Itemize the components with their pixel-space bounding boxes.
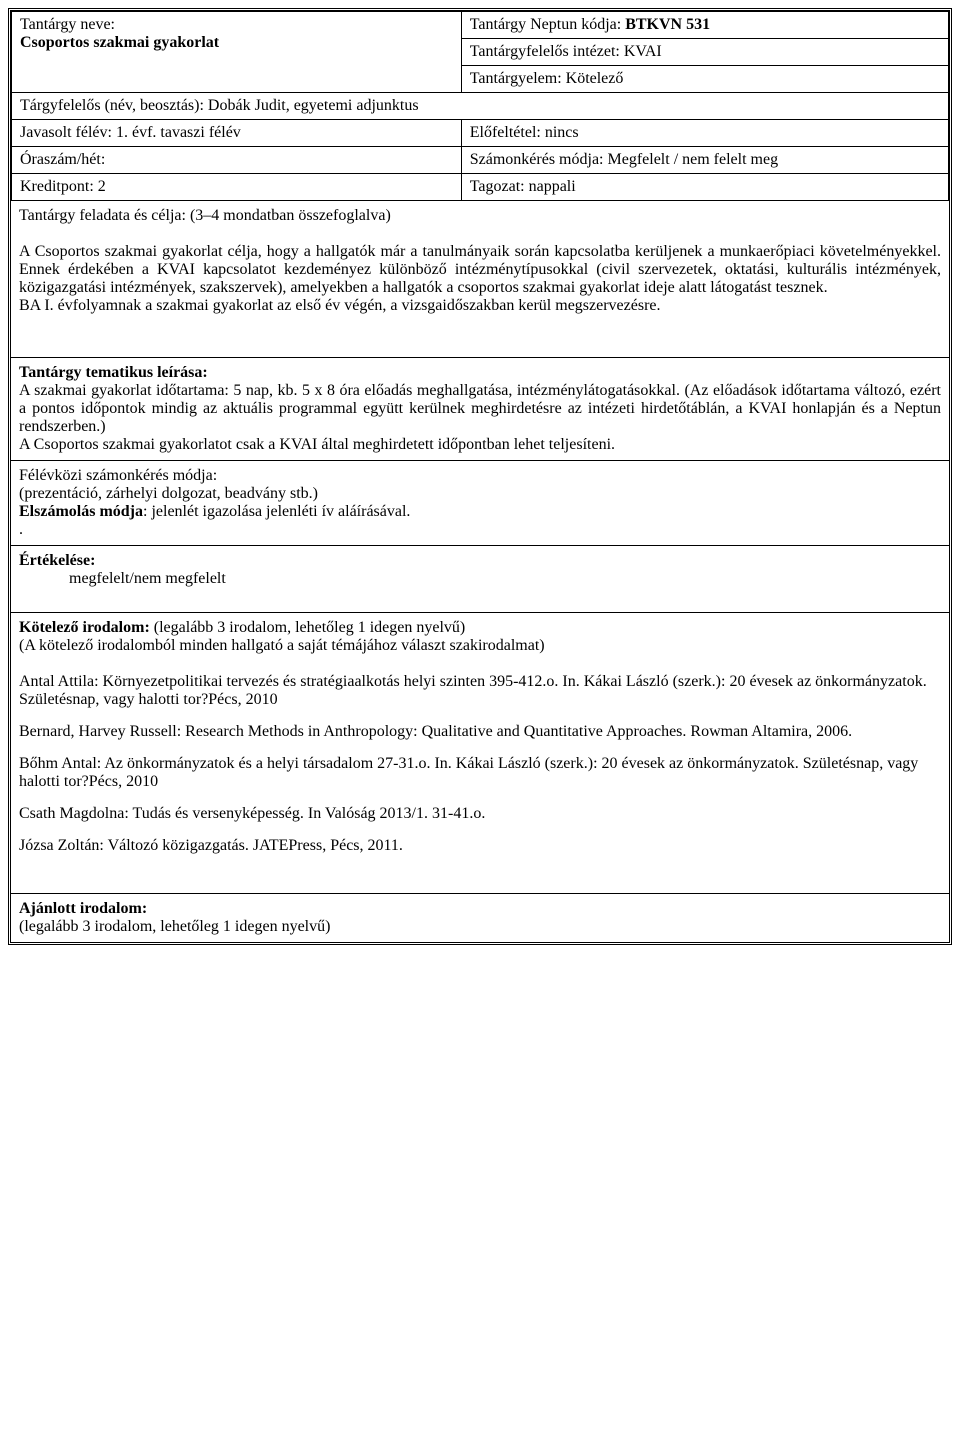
course-name-label: Tantárgy neve: — [20, 16, 115, 33]
division-cell: Tagozat: nappali — [461, 174, 948, 201]
goal-title: Tantárgy feladata és célja: (3–4 mondatb… — [19, 207, 941, 225]
eval-value: megfelelt/nem megfelelt — [19, 570, 941, 588]
neptun-code-cell: Tantárgy Neptun kódja: BTKVN 531 — [461, 12, 948, 39]
midterm-l3a: Elszámolás módja — [19, 503, 143, 520]
mandatory-sub: (A kötelező irodalomból minden hallgató … — [19, 637, 941, 655]
goal-p1: A Csoportos szakmai gyakorlat célja, hog… — [19, 243, 941, 297]
mandatory-i4: Csath Magdolna: Tudás és versenyképesség… — [19, 805, 941, 823]
midterm-l2: (prezentáció, zárhelyi dolgozat, beadván… — [19, 485, 941, 503]
responsible-cell: Tárgyfelelős (név, beosztás): Dobák Judi… — [12, 93, 949, 120]
neptun-code: BTKVN 531 — [625, 16, 710, 33]
semester-cell: Javasolt félév: 1. évf. tavaszi félév — [12, 120, 462, 147]
thematic-p2: A Csoportos szakmai gyakorlatot csak a K… — [19, 436, 941, 454]
mandatory-i5: Józsa Zoltán: Változó közigazgatás. JATE… — [19, 837, 941, 855]
recommended-sub: (legalább 3 irodalom, lehetőleg 1 idegen… — [19, 918, 941, 936]
element-cell: Tantárgyelem: Kötelező — [461, 66, 948, 93]
hours-cell: Óraszám/hét: — [12, 147, 462, 174]
exam-mode-cell: Számonkérés módja: Megfelelt / nem felel… — [461, 147, 948, 174]
course-sheet: Tantárgy neve: Csoportos szakmai gyakorl… — [8, 8, 952, 945]
neptun-label: Tantárgy Neptun kódja: — [470, 16, 625, 33]
eval-title: Értékelése: — [19, 552, 95, 569]
prereq-cell: Előfeltétel: nincs — [461, 120, 948, 147]
course-name-value: Csoportos szakmai gyakorlat — [20, 34, 219, 51]
eval-block: Értékelése: megfelelt/nem megfelelt — [11, 545, 949, 612]
recommended-title: Ajánlott irodalom: — [19, 900, 147, 917]
midterm-l3b: : jelenlét igazolása jelenléti ív aláírá… — [143, 503, 410, 520]
midterm-block: Félévközi számonkérés módja: (prezentáci… — [11, 460, 949, 545]
midterm-l1: Félévközi számonkérés módja: — [19, 467, 941, 485]
header-table: Tantárgy neve: Csoportos szakmai gyakorl… — [11, 11, 949, 201]
thematic-title: Tantárgy tematikus leírása: — [19, 364, 208, 381]
thematic-block: Tantárgy tematikus leírása: A szakmai gy… — [11, 357, 949, 460]
course-name-cell: Tantárgy neve: Csoportos szakmai gyakorl… — [12, 12, 462, 93]
mandatory-i2: Bernard, Harvey Russell: Research Method… — [19, 723, 941, 741]
thematic-p1: A szakmai gyakorlat időtartama: 5 nap, k… — [19, 382, 941, 436]
credit-cell: Kreditpont: 2 — [12, 174, 462, 201]
mandatory-block: Kötelező irodalom: (legalább 3 irodalom,… — [11, 612, 949, 893]
mandatory-i3: Bőhm Antal: Az önkormányzatok és a helyi… — [19, 755, 941, 791]
mandatory-title2: (legalább 3 irodalom, lehetőleg 1 idegen… — [154, 619, 465, 636]
institute-cell: Tantárgyfelelős intézet: KVAI — [461, 39, 948, 66]
mandatory-i1: Antal Attila: Környezetpolitikai tervezé… — [19, 673, 941, 709]
goal-p2: BA I. évfolyamnak a szakmai gyakorlat az… — [19, 297, 941, 315]
midterm-dot: . — [19, 521, 941, 539]
goal-block: Tantárgy feladata és célja: (3–4 mondatb… — [11, 201, 949, 357]
recommended-block: Ajánlott irodalom: (legalább 3 irodalom,… — [11, 893, 949, 942]
mandatory-title: Kötelező irodalom: — [19, 619, 154, 636]
